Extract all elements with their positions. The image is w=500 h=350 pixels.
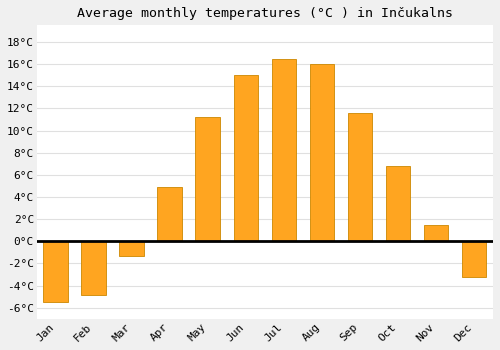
Title: Average monthly temperatures (°C ) in Inčukalns: Average monthly temperatures (°C ) in In… bbox=[77, 7, 453, 20]
Bar bbox=[44, 241, 68, 302]
Bar bbox=[272, 58, 296, 241]
Bar bbox=[424, 225, 448, 242]
Bar bbox=[310, 64, 334, 241]
Bar bbox=[348, 113, 372, 242]
Bar bbox=[120, 241, 144, 256]
Bar bbox=[386, 166, 410, 242]
Bar bbox=[462, 241, 486, 277]
Bar bbox=[234, 75, 258, 242]
Bar bbox=[82, 241, 106, 294]
Bar bbox=[158, 187, 182, 241]
Bar bbox=[196, 117, 220, 241]
